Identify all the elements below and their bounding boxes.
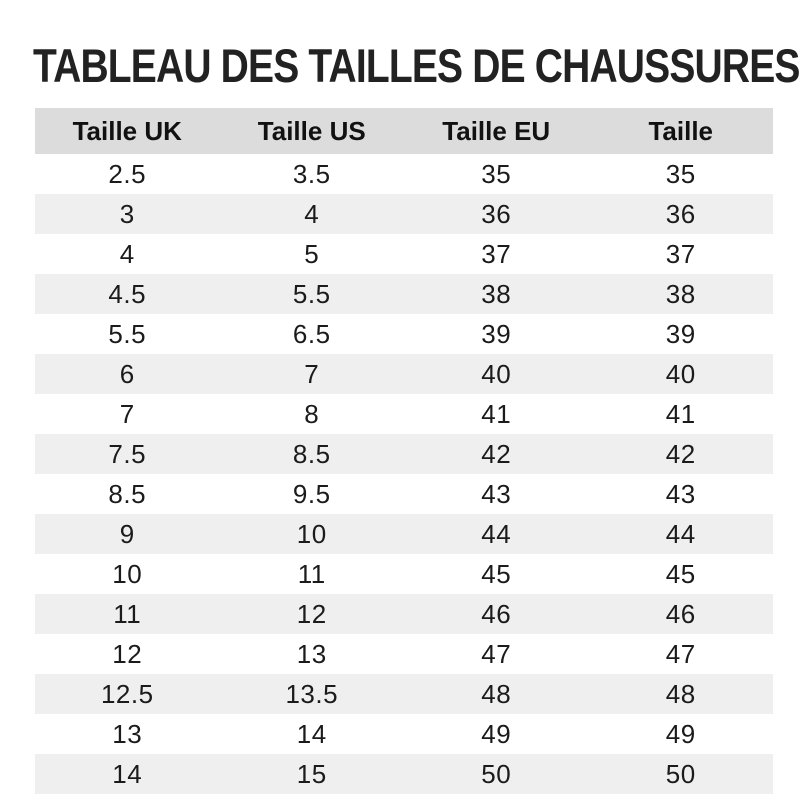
table-cell: 7 [219, 354, 404, 394]
table-row: 5.5 6.5 39 39 [35, 314, 773, 354]
table-cell: 43 [481, 478, 512, 509]
column-header: Taille UK [35, 108, 220, 154]
table-cell: 36 [404, 194, 589, 234]
table-cell: 3 [35, 194, 220, 234]
table-cell: 44 [404, 514, 589, 554]
table-cell: 9.5 [292, 478, 331, 509]
table-cell: 12.5 [35, 674, 220, 714]
table-cell: 15 [219, 754, 404, 794]
table-cell: 10 [219, 514, 404, 554]
table-cell: 13 [296, 638, 327, 669]
table-row: 8.5 9.5 43 43 [35, 474, 773, 514]
table-row: 11 12 46 46 [35, 594, 773, 634]
table-cell: 43 [665, 478, 696, 509]
table-cell: 4 [119, 238, 135, 269]
table-cell: 50 [588, 754, 773, 794]
table-cell: 39 [481, 318, 512, 349]
table-cell: 11 [297, 558, 326, 589]
table-cell: 45 [665, 558, 696, 589]
column-header: Taille US [219, 108, 404, 154]
table-cell: 35 [481, 158, 512, 189]
table-cell: 8.5 [108, 478, 147, 509]
table-row: 6 7 40 40 [35, 354, 773, 394]
column-header: Taille [588, 108, 773, 154]
table-cell: 49 [665, 718, 696, 749]
table-cell: 10 [112, 558, 143, 589]
table-cell: 38 [404, 274, 589, 314]
table-cell: 41 [665, 398, 696, 429]
table-cell: 48 [588, 674, 773, 714]
table-cell: 9 [35, 514, 220, 554]
size-table-body: 2.5 3.5 35 35 3 4 36 36 4 5 37 37 4.5 5.5 38 38 5.5 6.5 39… [35, 154, 773, 794]
table-cell: 49 [481, 718, 512, 749]
table-row: 4 5 37 37 [35, 234, 773, 274]
table-cell: 5 [304, 238, 320, 269]
table-cell: 47 [481, 638, 512, 669]
table-row: 14 15 50 50 [35, 754, 773, 794]
table-cell: 7.5 [35, 434, 220, 474]
table-cell: 38 [588, 274, 773, 314]
table-cell: 4 [219, 194, 404, 234]
table-row: 7.5 8.5 42 42 [35, 434, 773, 474]
table-cell: 45 [481, 558, 512, 589]
size-table: Taille UK Taille US Taille EU Taille 2.5 3.5… [35, 108, 773, 794]
table-row: 12.5 13.5 48 48 [35, 674, 773, 714]
header-row: Taille UK Taille US Taille EU Taille [35, 108, 773, 154]
table-row: 2.5 3.5 35 35 [35, 154, 773, 194]
table-cell: 36 [588, 194, 773, 234]
table-cell: 37 [665, 238, 696, 269]
table-cell: 14 [35, 754, 220, 794]
table-cell: 37 [481, 238, 512, 269]
table-cell: 14 [296, 718, 327, 749]
table-cell: 40 [404, 354, 589, 394]
table-cell: 46 [404, 594, 589, 634]
table-cell: 50 [404, 754, 589, 794]
table-cell: 12 [112, 638, 143, 669]
table-cell: 44 [588, 514, 773, 554]
table-cell: 11 [35, 594, 220, 634]
table-cell: 41 [481, 398, 512, 429]
table-row: 12 13 47 47 [35, 634, 773, 674]
table-cell: 46 [588, 594, 773, 634]
table-cell: 2.5 [108, 158, 147, 189]
table-row: 4.5 5.5 38 38 [35, 274, 773, 314]
table-row: 3 4 36 36 [35, 194, 773, 234]
table-cell: 39 [665, 318, 696, 349]
table-cell: 48 [404, 674, 589, 714]
table-cell: 5.5 [108, 318, 147, 349]
table-row: 7 8 41 41 [35, 394, 773, 434]
table-row: 10 11 45 45 [35, 554, 773, 594]
table-cell: 13.5 [219, 674, 404, 714]
table-cell: 8 [304, 398, 320, 429]
table-row: 9 10 44 44 [35, 514, 773, 554]
table-cell: 47 [665, 638, 696, 669]
table-cell: 12 [219, 594, 404, 634]
table-cell: 6 [35, 354, 220, 394]
table-cell: 13 [112, 718, 143, 749]
size-table-header: Taille UK Taille US Taille EU Taille [35, 108, 773, 154]
column-header: Taille EU [404, 108, 589, 154]
table-cell: 5.5 [219, 274, 404, 314]
table-cell: 42 [588, 434, 773, 474]
table-cell: 3.5 [292, 158, 331, 189]
table-cell: 35 [665, 158, 696, 189]
table-cell: 7 [119, 398, 135, 429]
table-row: 13 14 49 49 [35, 714, 773, 754]
page-title: TABLEAU DES TAILLES DE CHAUSSURES [33, 26, 800, 104]
table-cell: 40 [588, 354, 773, 394]
table-cell: 42 [404, 434, 589, 474]
page-title-text: TABLEAU DES TAILLES DE CHAUSSURES [33, 38, 800, 92]
table-cell: 4.5 [35, 274, 220, 314]
table-cell: 6.5 [292, 318, 331, 349]
table-cell: 8.5 [219, 434, 404, 474]
